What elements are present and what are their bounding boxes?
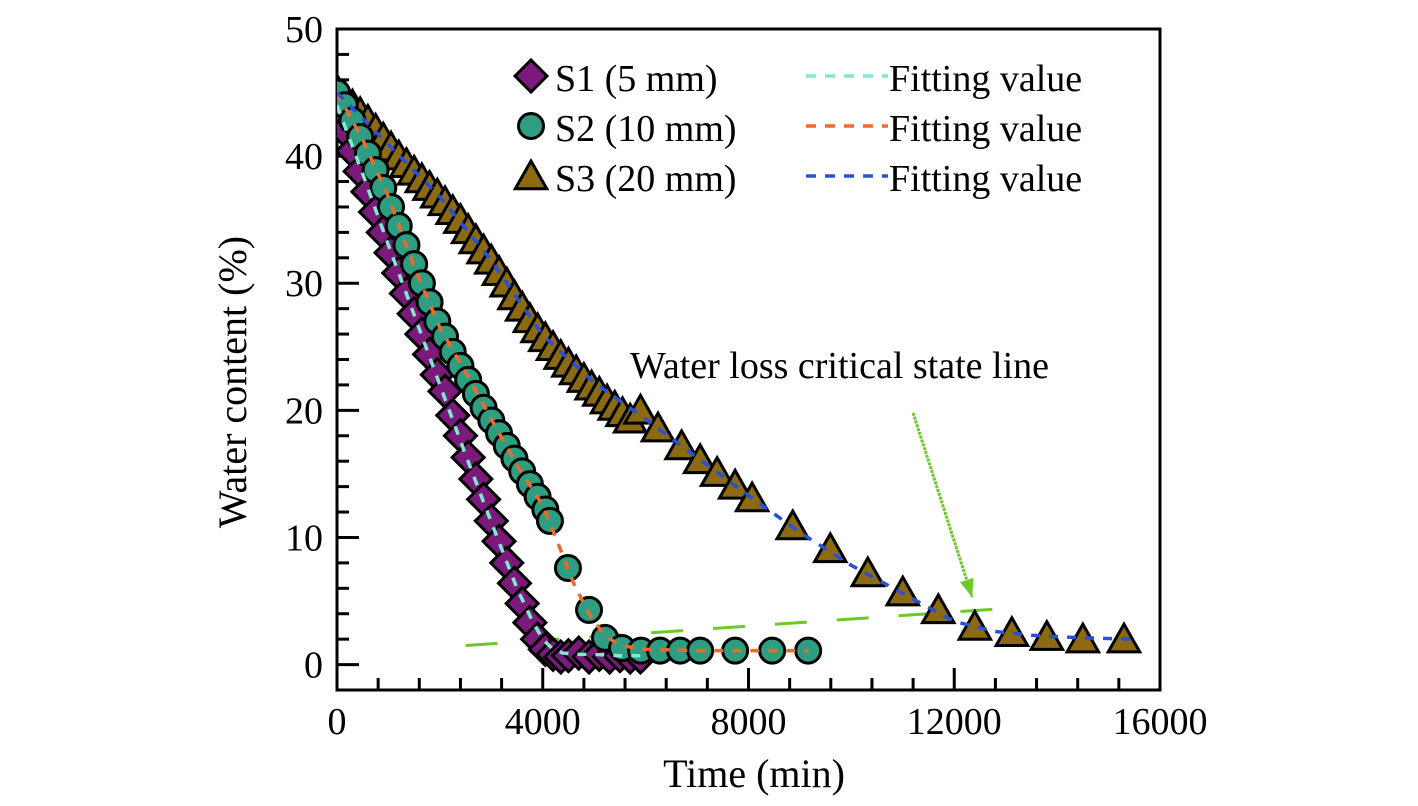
x-tick-label: 8000 <box>711 701 787 743</box>
annotation: Water loss critical state line <box>630 345 1049 598</box>
y-tick-label: 20 <box>285 390 323 432</box>
tick-labels: 0 4000 8000 12000 16000 0 10 20 30 40 50 <box>285 9 1208 743</box>
plot-area <box>337 71 1143 676</box>
annotation-text: Water loss critical state line <box>630 345 1049 387</box>
legend-label-s1: S1 (5 mm) <box>555 58 718 100</box>
x-tick-label: 12000 <box>907 701 1002 743</box>
x-tick-label: 16000 <box>1113 701 1208 743</box>
legend-marker-circle-icon <box>517 112 545 140</box>
legend-label-s3: S3 (20 mm) <box>555 158 737 200</box>
s3-data-point <box>774 507 812 541</box>
annotation-arrow-line <box>911 412 974 598</box>
legend-marker <box>517 112 545 140</box>
fitting-curves <box>337 91 1135 658</box>
y-tick-label: 10 <box>285 517 323 559</box>
x-axis-title: Time (min) <box>663 751 845 796</box>
y-tick-label: 40 <box>285 136 323 178</box>
y-tick-label: 30 <box>285 263 323 305</box>
ticks <box>335 27 1162 690</box>
s3-data-point <box>639 410 677 443</box>
legend-item-s1: S1 (5 mm) Fitting value <box>512 57 1082 100</box>
legend-fit-label-s3: Fitting value <box>889 158 1082 200</box>
s3-data-point <box>884 574 922 607</box>
legend-marker-triangle-icon <box>512 157 550 191</box>
y-axis-title: Water content (%) <box>210 236 255 528</box>
s3-data-point <box>849 555 887 588</box>
legend-marker <box>512 57 550 95</box>
legend-item-s2: S2 (10 mm) Fitting value <box>517 108 1082 150</box>
s1-fitting-curve <box>337 104 641 658</box>
legend: S1 (5 mm) Fitting value S2 (10 mm) Fitti… <box>512 57 1082 200</box>
x-tick-label: 4000 <box>505 701 581 743</box>
arrow-head-icon <box>960 577 974 598</box>
legend-marker <box>512 157 550 191</box>
legend-marker-diamond-icon <box>512 57 550 95</box>
legend-fit-label-s2: Fitting value <box>889 108 1082 150</box>
legend-fit-label-s1: Fitting value <box>889 58 1082 100</box>
s3-fitting-curve <box>337 91 1135 641</box>
y-tick-label: 50 <box>285 9 323 51</box>
legend-label-s2: S2 (10 mm) <box>555 108 737 150</box>
y-tick-label: 0 <box>304 645 323 687</box>
s2-data-point <box>535 506 564 535</box>
legend-item-s3: S3 (20 mm) Fitting value <box>512 157 1082 200</box>
x-tick-label: 0 <box>328 701 347 743</box>
